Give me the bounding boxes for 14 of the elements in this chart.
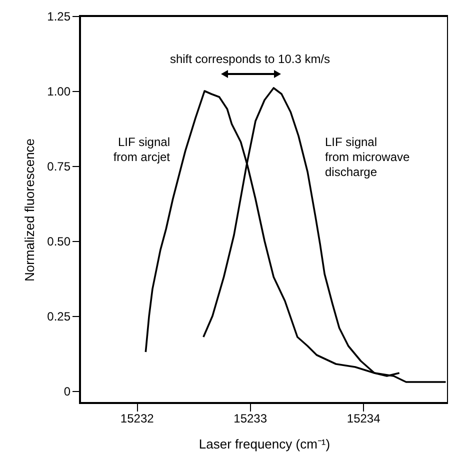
annotation: shift corresponds to 10.3 km/s — [170, 52, 330, 66]
y-tick-label: 0 — [64, 384, 71, 398]
annotation: LIF signal from arcjet — [113, 135, 171, 164]
y-tick-label: 0.75 — [47, 160, 71, 174]
x-tick-label: 15234 — [346, 412, 381, 426]
x-tick-label: 15232 — [120, 412, 154, 426]
x-tick-label: 15233 — [234, 412, 268, 426]
annotation: LIF signal from microwave discharge — [325, 135, 410, 179]
y-axis-title: Normalized fluorescence — [22, 138, 38, 282]
y-tick-label: 1.00 — [47, 84, 71, 98]
x-axis-title: Laser frequency (cm⁻¹) — [198, 436, 330, 452]
y-tick-label: 1.25 — [47, 10, 71, 24]
y-tick-label: 0.25 — [47, 310, 71, 324]
y-tick-label: 0.50 — [47, 234, 71, 248]
